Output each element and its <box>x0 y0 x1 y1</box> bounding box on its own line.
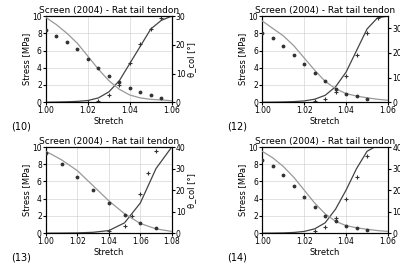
X-axis label: Stretch: Stretch <box>310 117 340 126</box>
Y-axis label: Stress [MPa]: Stress [MPa] <box>238 164 247 216</box>
X-axis label: Stretch: Stretch <box>310 248 340 257</box>
Title: Screen (2004) - Rat tail tendon: Screen (2004) - Rat tail tendon <box>39 137 179 146</box>
Y-axis label: θ_col [°]: θ_col [°] <box>187 173 196 207</box>
Y-axis label: θ_col [°]: θ_col [°] <box>187 42 196 77</box>
Text: (13): (13) <box>11 252 31 262</box>
Title: Screen (2004) - Rat tail tendon: Screen (2004) - Rat tail tendon <box>255 6 395 15</box>
Text: (14): (14) <box>227 252 247 262</box>
Y-axis label: Stress [MPa]: Stress [MPa] <box>22 164 31 216</box>
Title: Screen (2004) - Rat tail tendon: Screen (2004) - Rat tail tendon <box>39 6 179 15</box>
Text: (10): (10) <box>11 121 31 131</box>
Title: Screen (2004) - Rat tail tendon: Screen (2004) - Rat tail tendon <box>255 137 395 146</box>
X-axis label: Stretch: Stretch <box>94 248 124 257</box>
Y-axis label: Stress [MPa]: Stress [MPa] <box>238 33 247 85</box>
X-axis label: Stretch: Stretch <box>94 117 124 126</box>
Text: (12): (12) <box>227 121 247 131</box>
Y-axis label: Stress [MPa]: Stress [MPa] <box>22 33 31 85</box>
